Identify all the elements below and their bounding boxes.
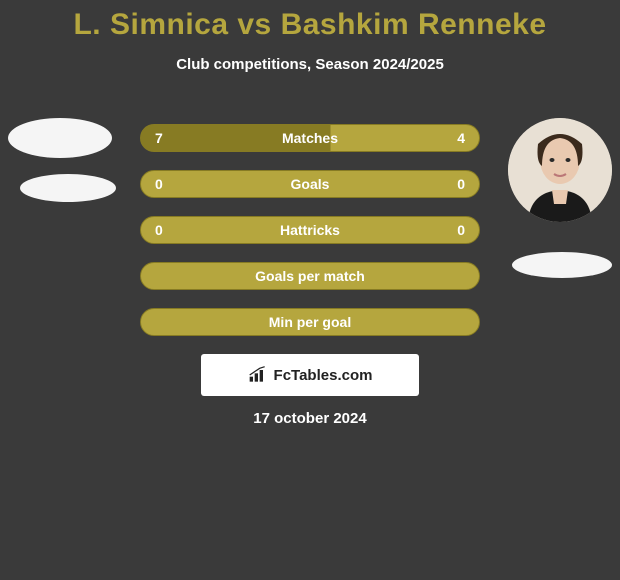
footer-brand-badge[interactable]: FcTables.com: [201, 354, 419, 396]
page-title: L. Simnica vs Bashkim Renneke: [0, 8, 620, 42]
stat-left-value: 0: [155, 176, 163, 192]
player-right-flag: [512, 252, 612, 278]
stat-label: Goals: [291, 176, 330, 192]
date-text: 17 october 2024: [0, 410, 620, 427]
stat-right-value: 0: [457, 222, 465, 238]
stat-label: Hattricks: [280, 222, 340, 238]
stat-row-goals-per-match: Goals per match: [140, 262, 480, 290]
comparison-card: L. Simnica vs Bashkim Renneke Club compe…: [0, 0, 620, 580]
player-left-flag: [20, 174, 116, 202]
stats-table: 7 Matches 4 0 Goals 0 0 Hattricks 0 Goal…: [140, 124, 480, 354]
stat-left-value: 7: [155, 130, 163, 146]
chart-icon: [248, 366, 268, 384]
stat-label: Min per goal: [269, 314, 351, 330]
stat-label: Goals per match: [255, 268, 365, 284]
player-right-avatar: [508, 118, 612, 222]
stat-right-value: 0: [457, 176, 465, 192]
stat-left-value: 0: [155, 222, 163, 238]
player-left-avatar: [8, 118, 112, 158]
stat-row-hattricks: 0 Hattricks 0: [140, 216, 480, 244]
stat-row-min-per-goal: Min per goal: [140, 308, 480, 336]
stat-label: Matches: [282, 130, 338, 146]
stat-row-matches: 7 Matches 4: [140, 124, 480, 152]
stat-right-value: 4: [457, 130, 465, 146]
stat-row-goals: 0 Goals 0: [140, 170, 480, 198]
footer-brand-text: FcTables.com: [274, 367, 373, 384]
player-left-block: [8, 118, 116, 202]
player-right-block: [508, 118, 612, 278]
subtitle: Club competitions, Season 2024/2025: [0, 56, 620, 73]
